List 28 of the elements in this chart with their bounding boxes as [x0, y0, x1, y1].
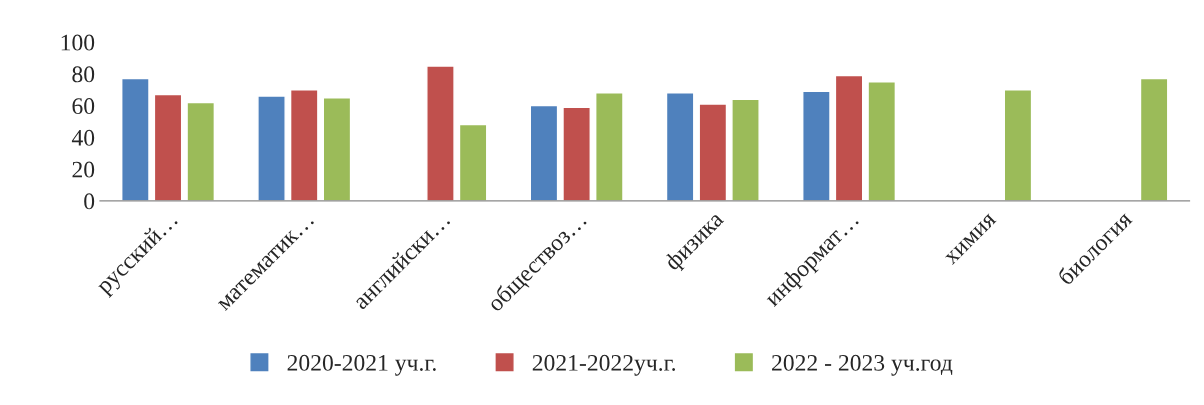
bar: [802, 90, 831, 201]
bar: [121, 77, 150, 201]
bar: [153, 93, 183, 201]
bar: [595, 92, 624, 201]
bar: [562, 106, 591, 201]
bar: [665, 92, 695, 201]
legend-label: 2020-2021 уч.г.: [287, 354, 436, 376]
bar: [257, 95, 286, 201]
y-tick-label: 80: [72, 66, 95, 83]
y-tick-label: 20: [72, 161, 95, 178]
bar: [289, 89, 319, 201]
bar: [867, 81, 897, 201]
bar: [1003, 89, 1033, 201]
y-tick-label: 40: [71, 129, 95, 146]
bar: [834, 74, 864, 201]
bar: [529, 104, 559, 201]
bar: [322, 96, 352, 201]
bar: [458, 123, 488, 201]
bar: [1139, 77, 1169, 201]
y-tick-label: 100: [61, 34, 95, 51]
legend-label: 2021-2022уч.г.: [532, 354, 676, 376]
y-tick-label: 0: [84, 193, 95, 210]
bar: [698, 103, 728, 201]
legend-label: 2022 - 2023 уч.год: [772, 354, 953, 376]
bar: [186, 101, 216, 201]
y-tick-label: 60: [72, 98, 95, 115]
bar: [426, 65, 455, 201]
bar: [731, 98, 760, 201]
